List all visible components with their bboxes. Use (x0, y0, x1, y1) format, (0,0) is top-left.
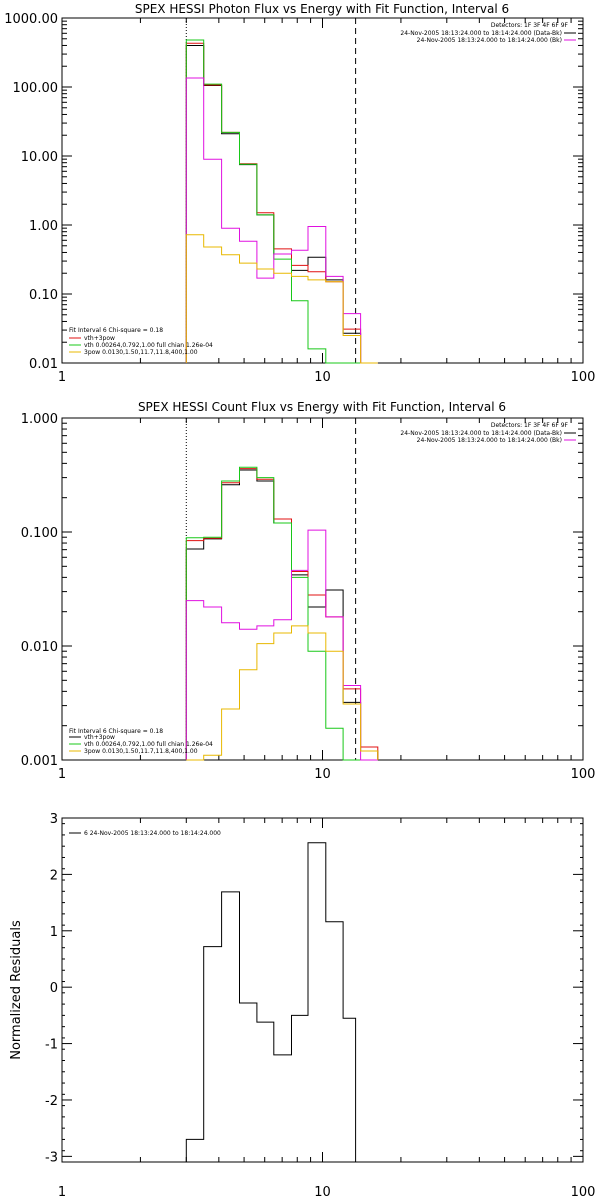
count-plot-frame (61, 417, 584, 761)
count-flux-panel: SPEX HESSI Count Flux vs Energy with Fit… (21, 400, 596, 782)
photon-y-tick-label: 1000.00 (4, 12, 58, 27)
photon-plot-frame (61, 17, 584, 364)
residuals-plot-frame (61, 817, 584, 1163)
residuals-y-tick-label: 2 (50, 868, 58, 883)
photon-series-3-line (185, 77, 378, 364)
count-time-data-label: 24-Nov-2005 18:13:24.000 to 18:14:24.000… (400, 430, 562, 437)
residuals-y-tick-label: 0 (50, 981, 58, 996)
photon-y-tick-label: 10.00 (21, 150, 58, 165)
photon-detectors-label: Detectors: 1F 3F 4F 6F 9F (491, 22, 569, 29)
count-series-4-line (186, 625, 379, 761)
count-detectors-label: Detectors: 1F 3F 4F 6F 9F (491, 422, 569, 429)
photon-series-2-line (185, 39, 378, 364)
photon-fit-line-2: vth 0.00264,0.792,1.00 full chian 1.26e-… (84, 342, 213, 349)
count-fit-legend: Fit Interval 6 Chi-square = 0.18 vth+3po… (69, 728, 213, 755)
count-series-1-line (185, 468, 379, 760)
residuals-y-tick-label: -2 (45, 1094, 58, 1109)
residuals-series-0-line (185, 842, 357, 1162)
residuals-y-tick-label: -1 (45, 1038, 58, 1053)
residuals-y-tick-label: 3 (50, 812, 58, 827)
count-y-tick-label: 0.100 (21, 526, 58, 541)
photon-fit-line-1: vth+3pow (84, 335, 115, 342)
photon-series-0-line (185, 45, 378, 364)
photon-x-tick-label: 1 (58, 370, 66, 385)
residuals-y-tick-label: 1 (50, 925, 58, 940)
photon-time-data-label: 24-Nov-2005 18:13:24.000 to 18:14:24.000… (400, 30, 562, 37)
count-x-tick-label: 100 (571, 767, 596, 782)
count-y-tick-label: 0.010 (21, 640, 58, 655)
residuals-series-group (185, 842, 357, 1162)
photon-chart-title: SPEX HESSI Photon Flux vs Energy with Fi… (135, 2, 509, 16)
count-series-0-line (185, 469, 379, 760)
residuals-legend: 6 24-Nov-2005 18:13:24.000 to 18:14:24.0… (69, 830, 221, 837)
photon-flux-panel: SPEX HESSI Photon Flux vs Energy with Fi… (4, 2, 595, 385)
count-y-tick-label: 0.001 (21, 754, 58, 769)
count-fit-line-1: vth+3pow (84, 734, 115, 741)
count-y-tick-label: 1.000 (21, 412, 58, 427)
residuals-legend-label: 6 24-Nov-2005 18:13:24.000 to 18:14:24.0… (84, 830, 221, 837)
photon-fit-legend: Fit Interval 6 Chi-square = 0.18 vth+3po… (69, 327, 213, 356)
count-fit-header: Fit Interval 6 Chi-square = 0.18 (69, 728, 163, 735)
residuals-x-tick-label: 10 (314, 1185, 331, 1200)
residuals-x-tick-label: 1 (58, 1185, 66, 1200)
count-series-group (185, 418, 379, 761)
residuals-y-axis-label: Normalized Residuals (9, 920, 24, 1060)
photon-fit-header: Fit Interval 6 Chi-square = 0.18 (69, 327, 163, 334)
residuals-x-tick-label: 100 (571, 1185, 596, 1200)
count-chart-title: SPEX HESSI Count Flux vs Energy with Fit… (138, 400, 506, 414)
photon-series-1-line (185, 42, 378, 364)
photon-y-tick-label: 1.00 (29, 219, 58, 234)
count-series-2-line (185, 466, 378, 761)
photon-series-group (185, 18, 378, 364)
photon-y-tick-label: 0.10 (29, 288, 58, 303)
count-fit-line-2: vth 0.00264,0.792,1.00 full chian 1.26e-… (84, 741, 213, 748)
count-legend-topright: Detectors: 1F 3F 4F 6F 9F 24-Nov-2005 18… (400, 422, 576, 444)
photon-y-tick-label: 0.01 (29, 357, 58, 372)
count-x-tick-label: 1 (58, 767, 66, 782)
residuals-panel: Normalized Residuals 1 10 100 -3 -2 -1 0 1 2 3 6 … (9, 812, 595, 1200)
photon-fit-line-3: 3pow 0.0130,1.50,11.7,11.8,400,1.00 (84, 349, 198, 356)
photon-x-tick-label: 100 (571, 370, 596, 385)
photon-x-tick-label: 10 (314, 370, 331, 385)
photon-y-tick-label: 100.00 (13, 81, 59, 96)
residuals-y-tick-label: -3 (45, 1150, 58, 1165)
photon-time-bk-label: 24-Nov-2005 18:13:24.000 to 18:14:24.000… (417, 37, 562, 44)
count-time-bk-label: 24-Nov-2005 18:13:24.000 to 18:14:24.000… (417, 437, 562, 444)
count-series-3-line (185, 529, 378, 761)
count-fit-line-3: 3pow 0.0130,1.50,11.7,11.8,400,1.00 (84, 748, 198, 755)
photon-series-4-line (185, 234, 378, 364)
photon-legend-topright: Detectors: 1F 3F 4F 6F 9F 24-Nov-2005 18… (400, 22, 576, 44)
count-x-tick-label: 10 (314, 767, 331, 782)
